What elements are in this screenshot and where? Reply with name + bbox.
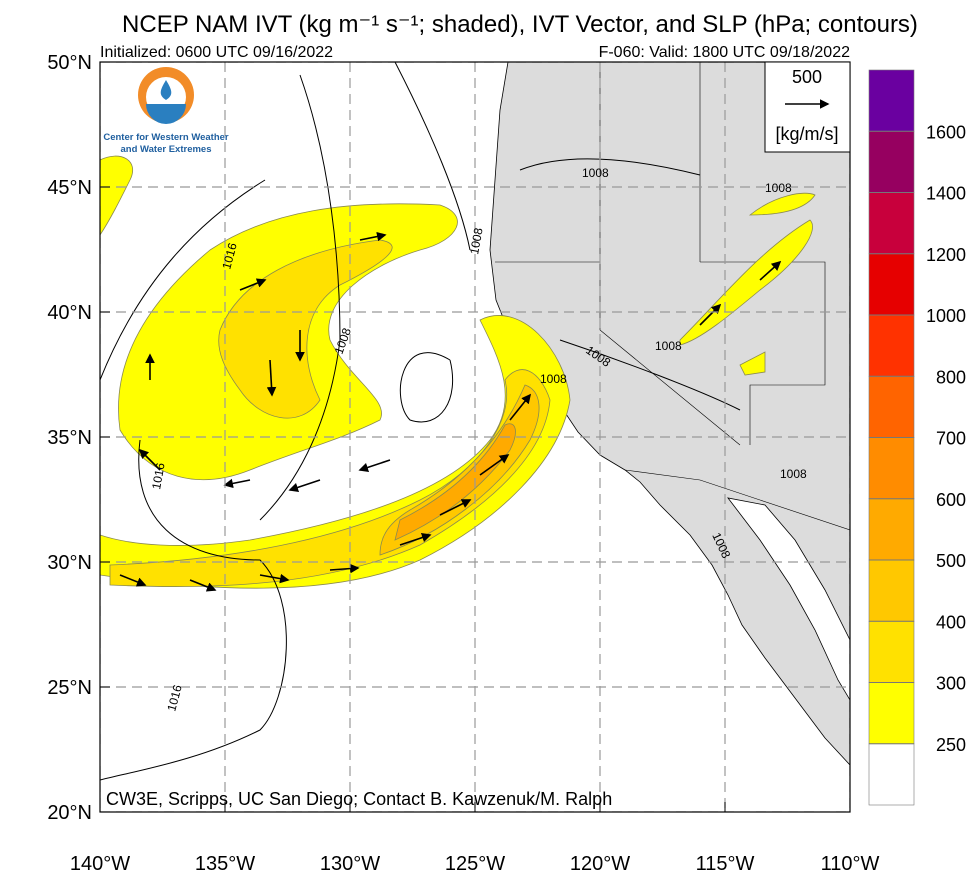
- slp-contours: [100, 62, 741, 781]
- colorbar-box: [868, 437, 915, 500]
- map: 1016 1008 1008 1008 1008 1008 1008 1008 …: [100, 62, 850, 812]
- valid-time: F-060: Valid: 1800 UTC 09/18/2022: [599, 44, 851, 61]
- y-tick-label: 35°N: [47, 427, 92, 449]
- graticule: [100, 62, 850, 812]
- init-time: Initialized: 0600 UTC 09/16/2022: [100, 44, 333, 61]
- colorbar-box: [868, 375, 915, 438]
- contour-label: 1008: [467, 226, 485, 255]
- y-tick-label: 45°N: [47, 177, 92, 199]
- colorbar-label: 1200: [926, 245, 966, 265]
- x-tick-label: 115°W: [696, 853, 755, 875]
- colorbar-box: [868, 498, 915, 561]
- colorbar-label: 500: [936, 551, 966, 571]
- colorbar-box: [868, 192, 915, 255]
- colorbar-box: [868, 682, 915, 745]
- contour-label: 1016: [149, 461, 167, 490]
- colorbar-label: 1000: [926, 306, 966, 326]
- logo-text: Center for Western Weather: [103, 132, 229, 143]
- vector-legend: 500 [kg/m/s]: [764, 61, 851, 153]
- logo-text: and Water Extremes: [121, 144, 212, 155]
- logo: Center for Western Weather and Water Ext…: [103, 67, 229, 155]
- y-tick-label: 30°N: [47, 552, 92, 574]
- x-tick-label: 140°W: [70, 853, 130, 875]
- contour-label: 1016: [219, 241, 240, 271]
- contour-label: 1008: [540, 372, 567, 386]
- x-tick-label: 110°W: [821, 853, 880, 875]
- gulf: [727, 497, 850, 701]
- colorbar-box: [868, 130, 915, 193]
- x-tick-label: 130°W: [320, 853, 380, 875]
- colorbar-box: [868, 314, 915, 377]
- colorbar-label: 700: [936, 429, 966, 449]
- x-tick-label: 120°W: [570, 853, 630, 875]
- y-tick-label: 20°N: [47, 802, 92, 824]
- colorbar-label: 300: [936, 674, 966, 694]
- colorbar-label: 1400: [926, 184, 966, 204]
- axes: 140°W 135°W 130°W 125°W 120°W 115°W 110°W 50°N 4…: [47, 52, 879, 875]
- title: NCEP NAM IVT (kg m⁻¹ s⁻¹; shaded), IVT V…: [122, 11, 918, 38]
- land: [489, 62, 850, 766]
- colorbar-label: 600: [936, 490, 966, 510]
- colorbar-box: [868, 253, 915, 316]
- colorbar-box: [868, 559, 915, 622]
- y-tick-label: 40°N: [47, 302, 92, 324]
- legend-units: [kg/m/s]: [775, 124, 838, 144]
- colorbar-box: [868, 743, 915, 806]
- x-tick-label: 125°W: [445, 853, 505, 875]
- colorbar: 250 300 400 500 600 700 800 1000 1200 1400 1600: [868, 69, 966, 806]
- y-tick-label: 50°N: [47, 52, 92, 74]
- colorbar-label: 400: [936, 612, 966, 632]
- legend-box: [764, 61, 851, 153]
- colorbar-label: 800: [936, 367, 966, 387]
- contour-label: 1008: [765, 181, 792, 195]
- colorbar-label: 1600: [926, 122, 966, 142]
- colorbar-box: [868, 620, 915, 683]
- ivt-vectors: [119, 231, 782, 592]
- contour-label: 1016: [164, 683, 185, 713]
- contour-label: 1008: [780, 467, 807, 481]
- y-tick-label: 25°N: [47, 677, 92, 699]
- credit: CW3E, Scripps, UC San Diego; Contact B. …: [106, 789, 612, 809]
- x-tick-label: 135°W: [195, 853, 255, 875]
- legend-magnitude: 500: [792, 67, 822, 87]
- colorbar-box: [868, 69, 915, 132]
- colorbar-label: 250: [936, 735, 966, 755]
- contour-label: 1008: [655, 339, 682, 353]
- contour-label: 1008: [582, 166, 609, 180]
